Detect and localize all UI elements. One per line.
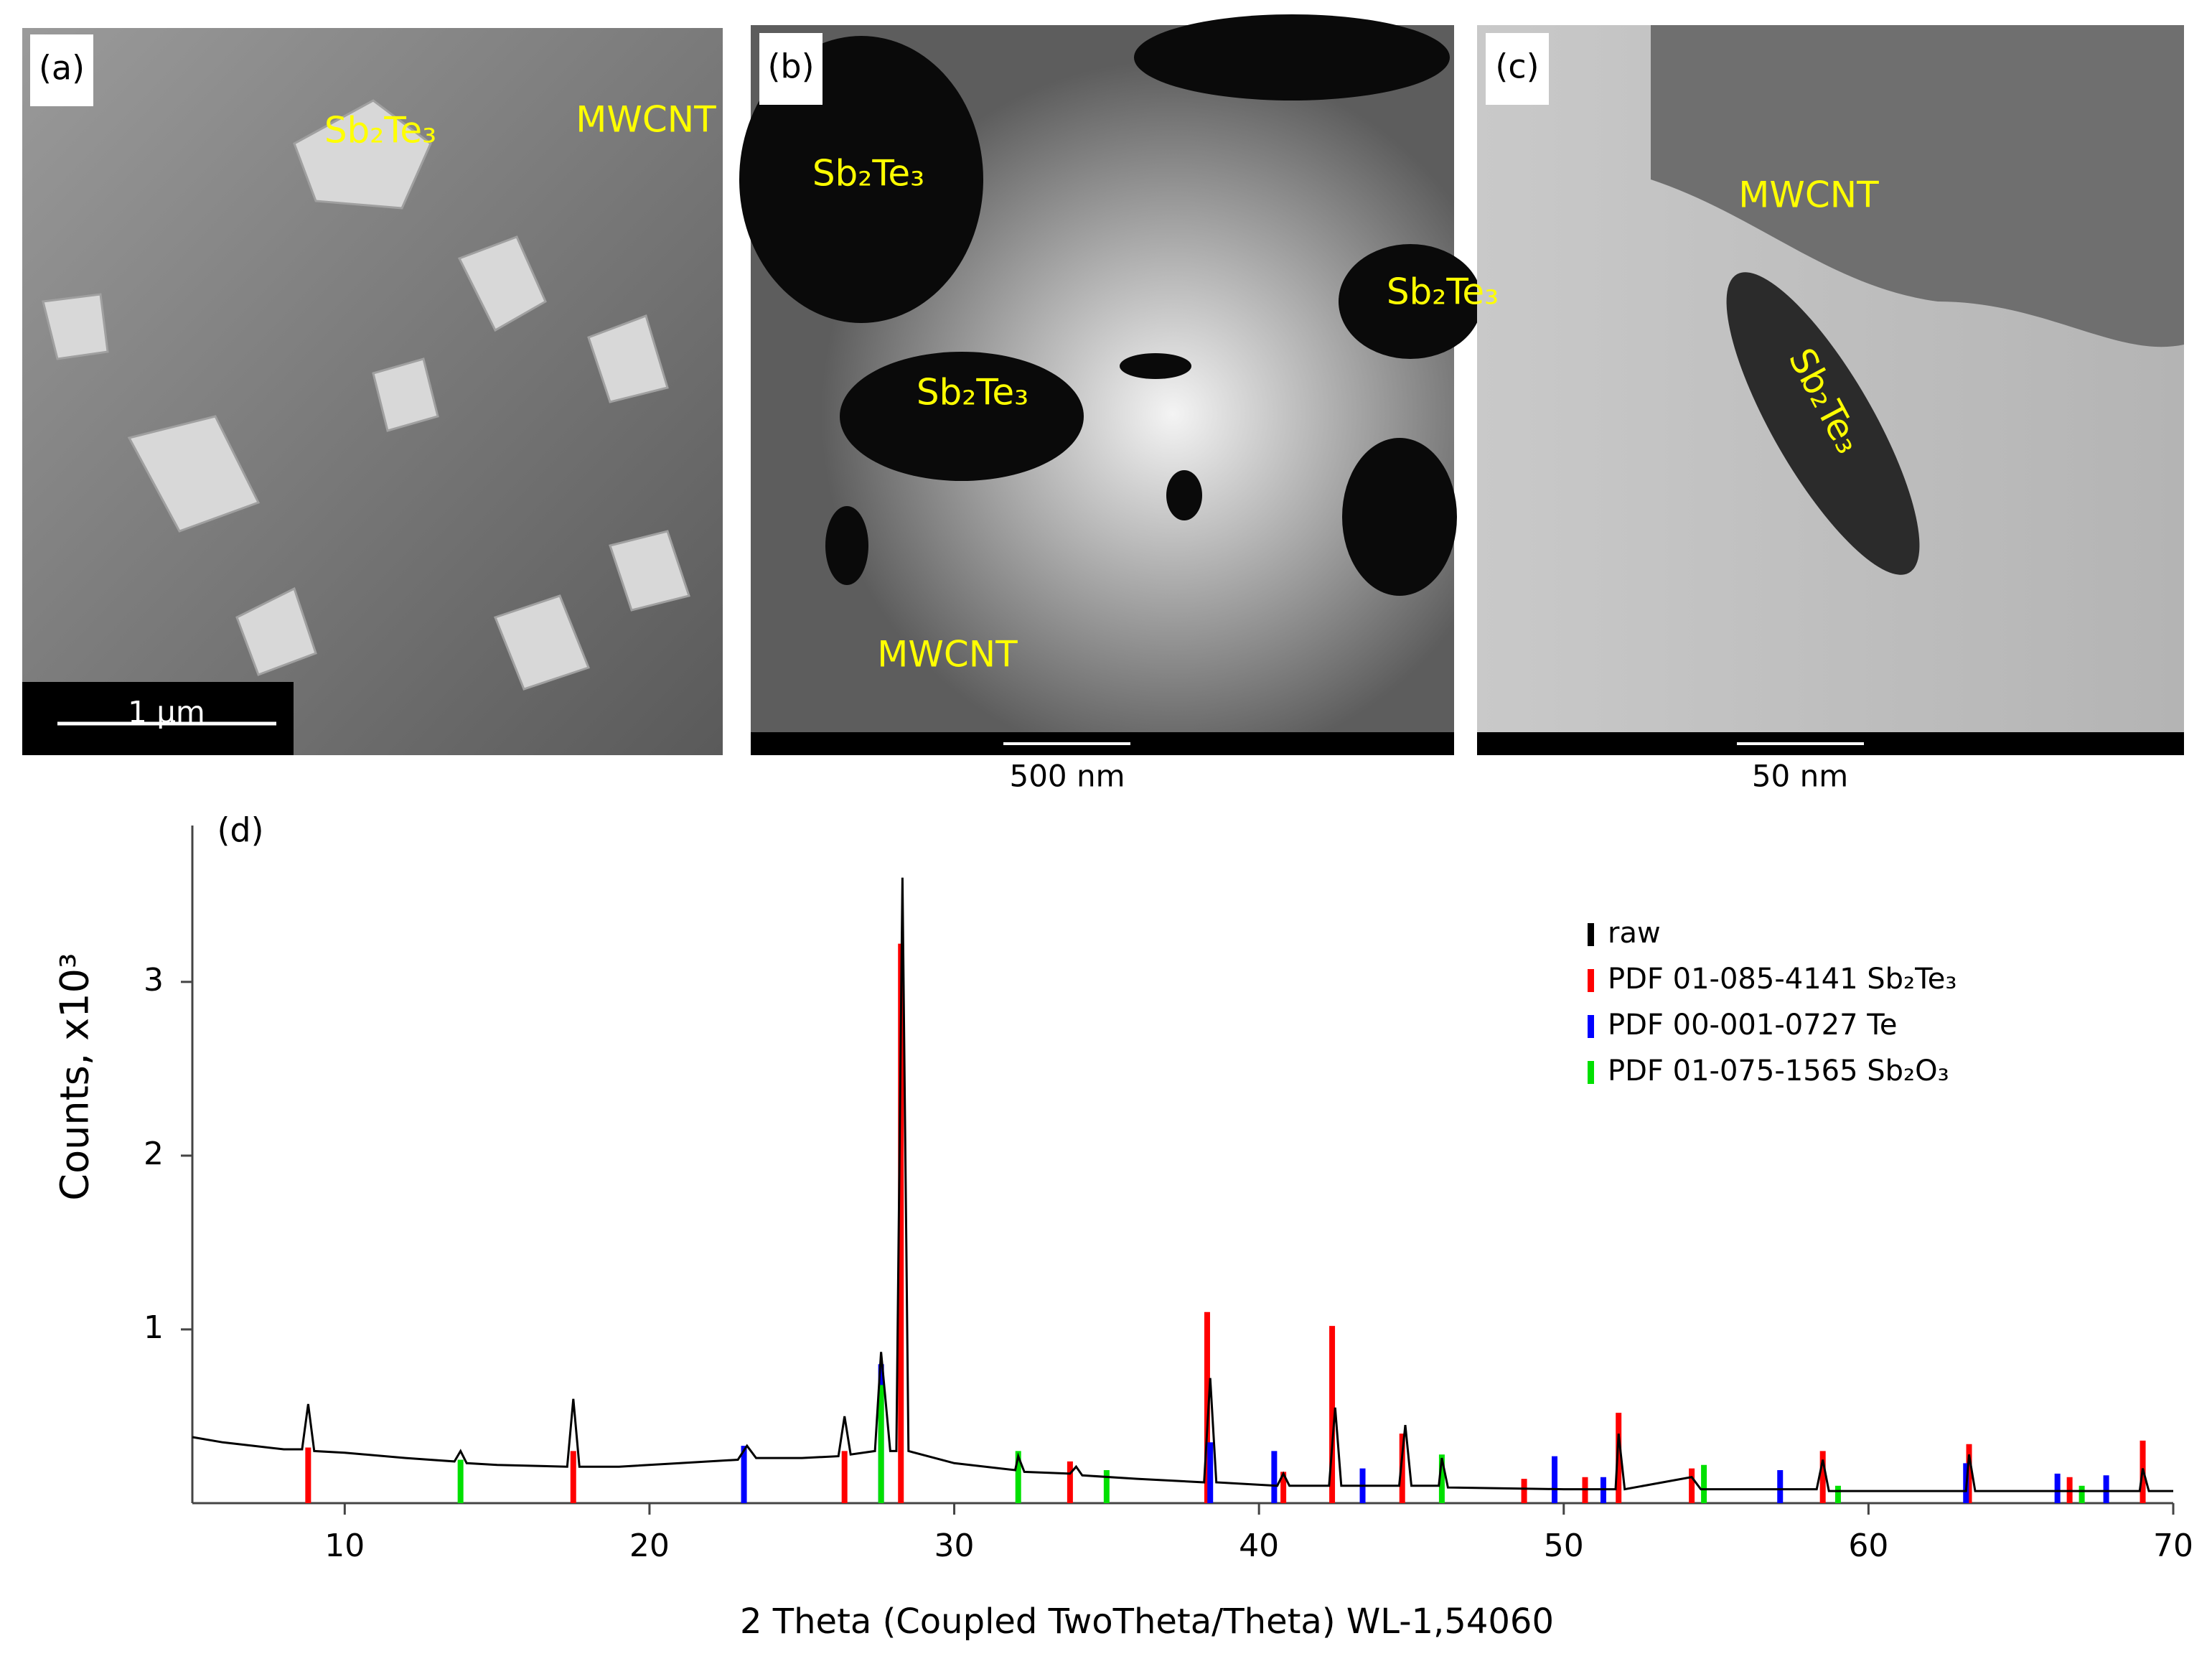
legend-swatch [1588,1015,1594,1038]
panel-label: (d) [217,811,263,850]
x-tick-label: 50 [1544,1528,1584,1564]
y-tick-label: 2 [144,1136,164,1172]
x-tick-label: 60 [1848,1528,1888,1564]
hrtem-image [1477,25,2184,755]
annotation: MWCNT [1738,174,1879,216]
x-tick-label: 10 [324,1528,365,1564]
annotation: Sb₂Te₃ [812,153,924,195]
x-tick-label: 40 [1239,1528,1279,1564]
scale-bar-label: 1 μm [128,695,205,730]
legend-label: PDF 01-075-1565 Sb₂O₃ [1608,1055,1949,1088]
annotation: MWCNT [576,99,716,141]
y-axis-title: Counts, x10³ [52,953,98,1200]
y-tick-label: 3 [144,962,164,999]
panel-label: (b) [767,47,814,86]
x-tick-label: 70 [2153,1528,2193,1564]
legend-label: PDF 01-085-4141 Sb₂Te₃ [1608,963,1956,996]
raw-line [192,877,2173,1492]
legend-label: raw [1608,917,1661,950]
panel-label: (a) [39,49,85,88]
legend-label: PDF 00-001-0727 Te [1608,1009,1898,1042]
scale-bar-label: 50 nm [1752,759,1848,794]
panel-label: (c) [1495,47,1539,86]
legend-swatch [1588,969,1594,992]
annotation: Sb₂Te₃ [917,372,1028,413]
x-tick-label: 20 [629,1528,670,1564]
annotation: Sb₂Te₃ [324,110,436,151]
sem-image [22,28,723,755]
x-tick-label: 30 [934,1528,975,1564]
tem-image [739,14,1482,755]
legend-swatch [1588,923,1594,946]
scale-bar-label: 500 nm [1009,759,1125,794]
y-tick-label: 1 [144,1309,164,1346]
legend-swatch [1588,1061,1594,1084]
annotation: Sb₂Te₃ [1387,271,1499,313]
x-axis-title: 2 Theta (Coupled TwoTheta/Theta) WL-1,54… [740,1601,1554,1642]
annotation: MWCNT [877,634,1018,675]
